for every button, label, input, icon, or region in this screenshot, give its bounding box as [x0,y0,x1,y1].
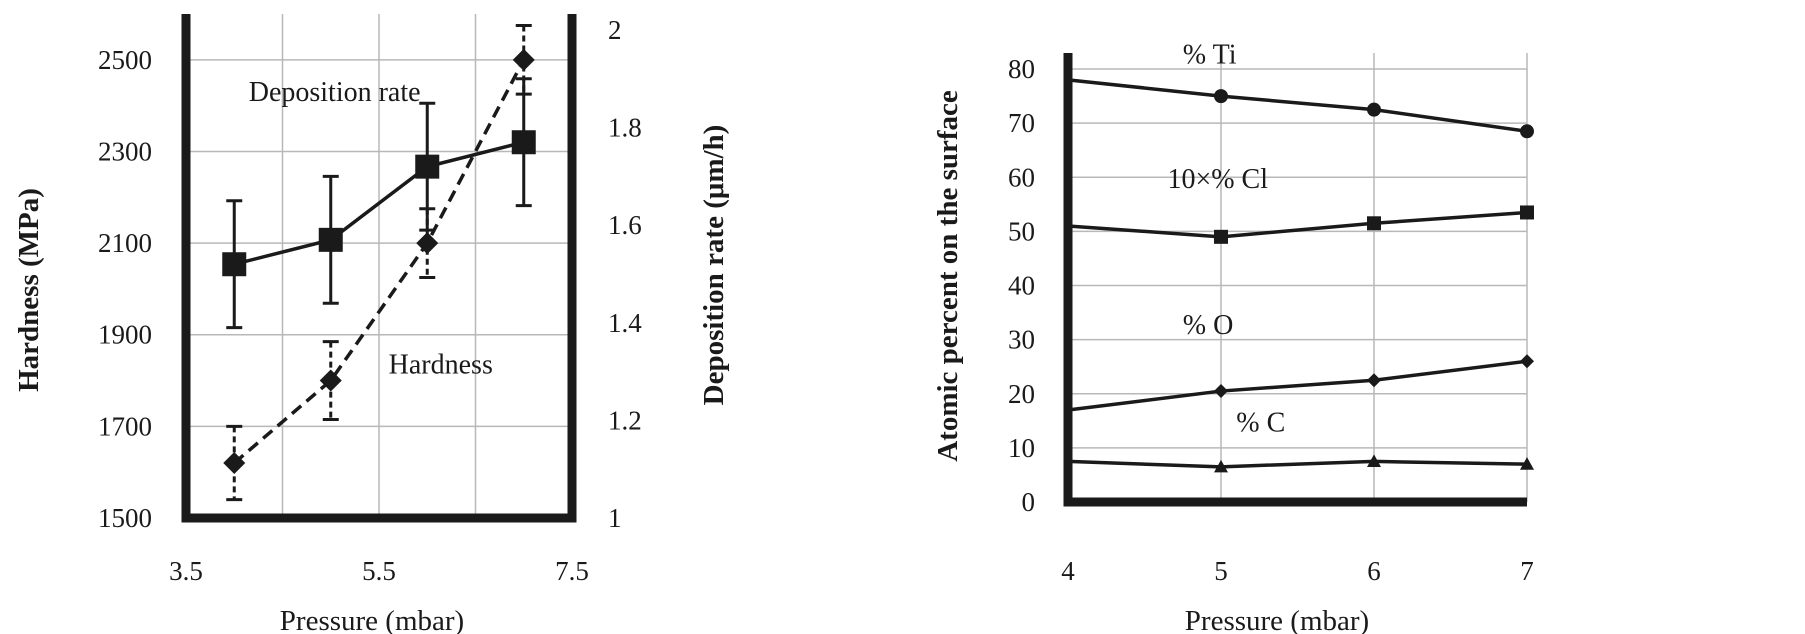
chart2-y-tick-label: 80 [1008,54,1035,84]
chart2-x-tick-label: 6 [1367,556,1381,586]
chart1-x-tick-labels: 3.5 5.5 7.5 [169,556,589,586]
chart1-annotations: Deposition rate Hardness [249,77,493,381]
atomic-percent-chart: 4 5 6 7 0 10 20 30 40 50 60 70 80 % Ti 10×% Cl % O % C… [932,40,1534,634]
chart1-data-point [416,232,439,255]
chart2-data-point [1214,459,1228,473]
chart2-annotations: % Ti 10×% Cl % O % C [1167,40,1285,439]
chart1-y2-tick-label: 1.4 [608,308,642,338]
chart2-y-axis-title: Atomic percent on the surface [932,90,964,462]
chart2-x-tick-label: 7 [1520,556,1534,586]
chart1-data-point [511,130,536,155]
chart2-y-tick-label: 20 [1008,379,1035,409]
chart2-data-point [1520,457,1534,470]
chart1-x-tick-label: 3.5 [169,556,203,586]
chart2-annotation: % Ti [1183,40,1237,71]
chart2-annotation: % O [1183,310,1234,341]
chart2-data-point [1214,229,1228,244]
chart2-series [1067,78,1534,473]
chart1-data-point [223,452,246,475]
chart1-annotation: Hardness [389,350,493,381]
chart1-y2-axis-title: Deposition rate (μm/h) [698,125,730,406]
chart2-axes-frame [1063,53,1527,507]
chart2-series-line [1067,210,1528,239]
chart1-y2-tick-labels: 1 1.2 1.4 1.6 1.8 2 [608,15,642,533]
chart1-y-axis-title: Hardness (MPa) [13,188,45,392]
chart2-y-tick-labels: 0 10 20 30 40 50 60 70 80 [1008,54,1035,517]
chart2-frame [1063,53,1527,507]
chart1-y-tick-label: 2500 [98,45,152,75]
chart1-y2-tick-label: 1.8 [608,113,642,143]
chart1-data-point [415,154,440,179]
chart2-series-line [1067,359,1528,412]
chart2-y-tick-label: 30 [1008,325,1035,355]
chart1-y2-tick-label: 2 [608,15,622,45]
chart2-data-point [1214,384,1228,399]
chart2-data-point [1520,354,1534,369]
chart2-y-tick-label: 40 [1008,271,1035,301]
chart2-x-axis-title: Pressure (mbar) [1185,605,1369,634]
chart1-y-tick-label: 1900 [98,320,152,350]
chart2-x-tick-label: 5 [1214,556,1228,586]
chart1-data-point [222,252,247,277]
chart2-data-point [1367,373,1381,388]
chart2-data-point [1520,205,1534,220]
chart1-y2-tick-label: 1 [608,503,622,533]
chart1-series-line [233,140,525,266]
chart1-x-tick-label: 7.5 [555,556,589,586]
chart2-data-point [1367,454,1381,468]
chart2-data-point [1214,89,1228,104]
chart2-y-tick-label: 70 [1008,108,1035,138]
chart1-series-line [233,59,526,465]
chart1-y-tick-label: 1700 [98,411,152,441]
chart2-series-line [1067,459,1528,469]
chart1-y-tick-label: 2100 [98,228,152,258]
chart2-data-point [1367,102,1381,117]
chart2-x-tick-labels: 4 5 6 7 [1061,556,1534,586]
chart1-y-tick-label: 1500 [98,503,152,533]
chart1-y-tick-labels: 1500 1700 1900 2100 2300 2500 [98,45,152,533]
chart2-annotation: 10×% Cl [1167,164,1268,195]
chart2-data-point [1520,124,1534,139]
chart2-y-tick-label: 50 [1008,216,1035,246]
chart1-x-axis-title: Pressure (mbar) [280,605,464,634]
chart2-series-line [1067,78,1528,134]
chart1-annotation: Deposition rate [249,77,421,108]
chart1-y2-tick-label: 1.2 [608,405,642,435]
chart1-data-point [512,48,535,71]
chart2-y-tick-label: 0 [1022,487,1036,517]
chart1-data-point [319,369,342,392]
chart2-data-point [1367,216,1381,231]
chart1-axes-frame [181,14,577,523]
chart1-data-point [318,227,343,252]
chart2-y-tick-label: 10 [1008,433,1035,463]
chart1-frame [181,14,577,523]
chart1-series [222,23,536,502]
chart1-x-tick-label: 5.5 [362,556,396,586]
chart1-y2-tick-label: 1.6 [608,210,642,240]
chart2-annotation: % C [1236,408,1285,439]
chart2-x-tick-label: 4 [1061,556,1075,586]
chart2-y-tick-label: 60 [1008,162,1035,192]
chart1-y-tick-label: 2300 [98,136,152,166]
